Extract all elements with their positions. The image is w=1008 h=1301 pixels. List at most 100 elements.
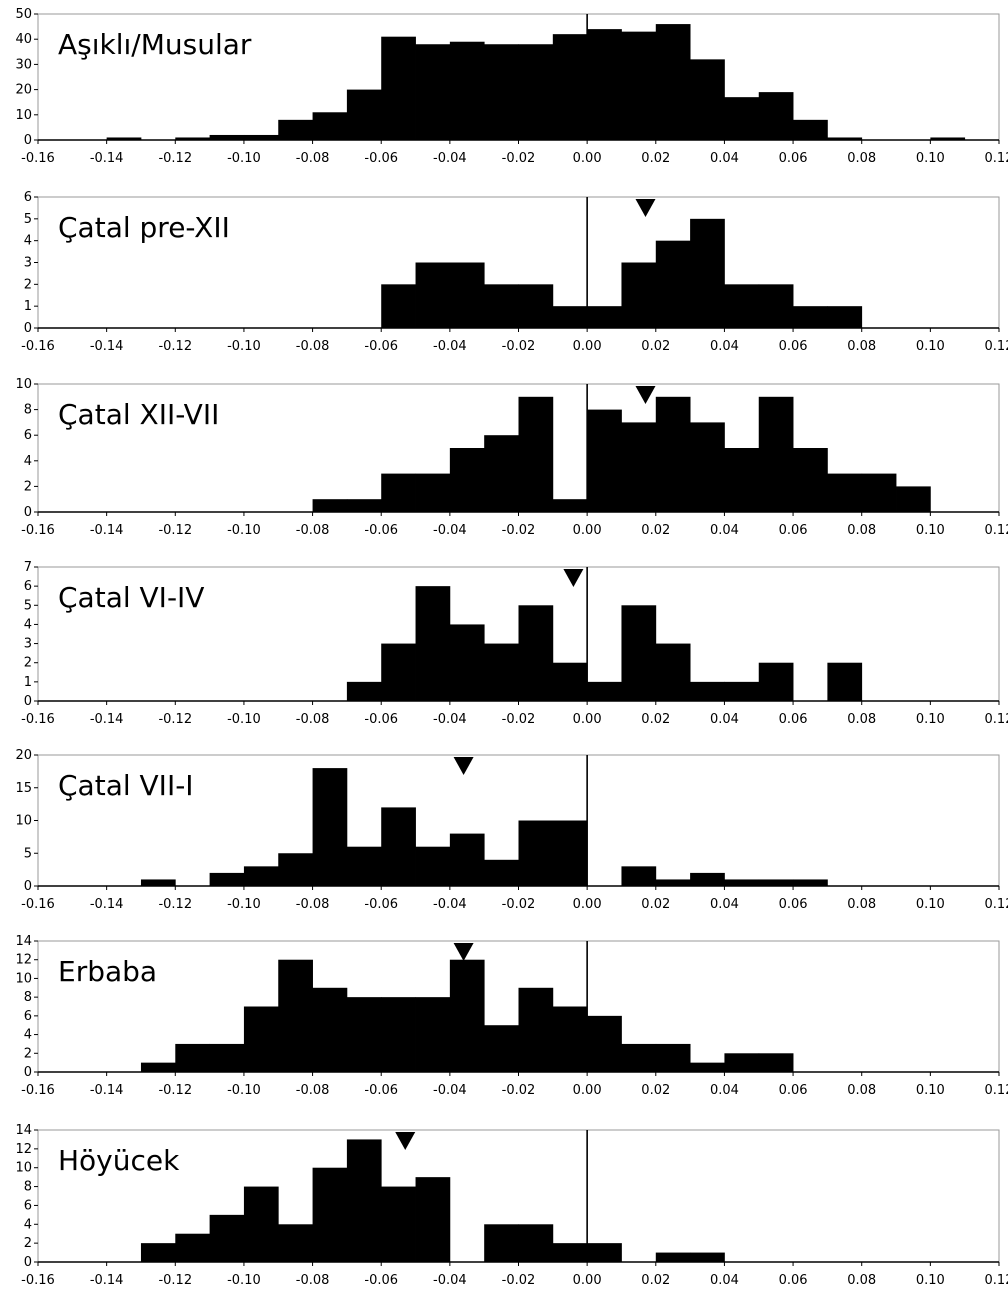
histogram-bar — [312, 987, 348, 1072]
x-tick-label: 0.12 — [985, 1083, 1008, 1098]
x-tick-label: 0.08 — [847, 1083, 876, 1098]
histogram-bar — [449, 262, 485, 328]
x-tick-label: 0.06 — [779, 151, 808, 166]
histogram-bar — [484, 643, 519, 701]
histogram-bar — [896, 486, 931, 512]
y-tick-label: 15 — [15, 781, 32, 796]
histogram-bar — [587, 306, 622, 328]
histogram-bar — [449, 448, 485, 512]
y-tick-label: 20 — [15, 83, 32, 98]
histogram-bar — [518, 820, 554, 886]
histogram-bar — [415, 473, 451, 512]
histogram-bar — [346, 499, 382, 512]
histogram-bar — [724, 97, 760, 140]
histogram-bar — [381, 36, 416, 140]
x-tick-label: 0.02 — [641, 523, 670, 538]
x-tick-label: -0.12 — [158, 151, 192, 166]
x-tick-label: -0.08 — [296, 1273, 330, 1288]
histogram-bar — [209, 1043, 245, 1072]
x-tick-label: -0.04 — [433, 339, 467, 354]
histogram-bar — [724, 681, 760, 701]
histogram-bar — [518, 44, 554, 140]
x-tick-label: -0.06 — [364, 1273, 398, 1288]
histogram-bar — [140, 1062, 176, 1072]
histogram-bar — [861, 473, 897, 512]
histogram-bar — [346, 997, 382, 1072]
histogram-bar — [827, 137, 863, 140]
y-tick-label: 0 — [24, 879, 32, 894]
x-tick-label: 0.04 — [710, 1273, 739, 1288]
x-tick-label: -0.10 — [227, 523, 261, 538]
y-tick-label: 4 — [24, 234, 32, 249]
x-tick-label: 0.06 — [779, 1273, 808, 1288]
x-tick-label: -0.14 — [90, 897, 124, 912]
x-tick-label: -0.16 — [21, 339, 55, 354]
histogram-bar — [690, 218, 725, 328]
histogram-bar — [621, 1043, 657, 1072]
histogram-bar — [621, 422, 657, 512]
x-tick-label: 0.10 — [916, 339, 945, 354]
x-tick-label: 0.12 — [985, 1273, 1008, 1288]
y-tick-label: 8 — [24, 1180, 32, 1195]
histogram-bar — [690, 1252, 725, 1262]
y-tick-label: 4 — [24, 1217, 32, 1232]
y-tick-label: 0 — [24, 321, 32, 336]
x-tick-label: -0.04 — [433, 897, 467, 912]
mean-marker-triangle — [563, 569, 584, 587]
y-tick-label: 1 — [24, 299, 32, 314]
histogram-panel-1: 0 10 20 30 40 50 -0.16 -0.14 -0.12 -0.10 -0.08 -0.0… — [15, 7, 1008, 166]
histogram-bar — [724, 284, 760, 328]
y-tick-label: 5 — [24, 846, 32, 861]
y-tick-label: 10 — [15, 971, 32, 986]
histogram-bar — [552, 306, 588, 328]
y-tick-label: 50 — [15, 7, 32, 22]
histogram-panel-6: 0 2 4 6 8 10 12 14 -0.16 -0.14 -0.12 -0.10 -0.08 -0.0… — [15, 934, 1008, 1098]
histogram-bar — [827, 306, 863, 328]
x-tick-label: 0.00 — [573, 1083, 602, 1098]
histogram-bar — [655, 643, 691, 701]
histogram-bar — [449, 41, 485, 140]
x-tick-label: 0.08 — [847, 339, 876, 354]
y-tick-label: 0 — [24, 1065, 32, 1080]
histogram-bar — [175, 1043, 211, 1072]
histogram-bar — [724, 1053, 760, 1072]
x-tick-label: -0.14 — [90, 339, 124, 354]
histogram-bar — [106, 137, 142, 140]
x-tick-label: 0.02 — [641, 897, 670, 912]
histogram-bar — [415, 1177, 451, 1262]
y-tick-label: 4 — [24, 617, 32, 632]
histogram-bar — [690, 1062, 725, 1072]
panel-title: Çatal XII-VII — [58, 398, 219, 431]
x-tick-label: 0.04 — [710, 897, 739, 912]
histogram-bar — [724, 879, 760, 886]
x-tick-label: 0.06 — [779, 339, 808, 354]
y-tick-label: 30 — [15, 57, 32, 72]
histogram-bar — [690, 872, 725, 886]
histogram-bar — [793, 879, 828, 886]
x-tick-label: -0.02 — [502, 897, 536, 912]
x-tick-label: 0.08 — [847, 151, 876, 166]
histogram-bar — [243, 866, 279, 886]
histogram-bar — [243, 134, 279, 140]
x-tick-label: -0.04 — [433, 1273, 467, 1288]
histogram-bar — [312, 499, 348, 512]
x-tick-label: -0.14 — [90, 1273, 124, 1288]
y-tick-label: 14 — [15, 934, 32, 949]
histogram-bar — [690, 422, 725, 512]
histogram-bar — [209, 1214, 245, 1262]
x-tick-label: -0.14 — [90, 151, 124, 166]
histogram-bar — [552, 820, 588, 886]
x-tick-label: -0.06 — [364, 1083, 398, 1098]
x-tick-label: 0.00 — [573, 523, 602, 538]
x-tick-label: -0.08 — [296, 1083, 330, 1098]
histogram-bar — [140, 1243, 176, 1262]
x-tick-label: 0.10 — [916, 1083, 945, 1098]
histogram-bar — [209, 134, 245, 140]
histogram-bar — [484, 435, 519, 512]
x-tick-label: -0.14 — [90, 712, 124, 727]
x-tick-label: 0.02 — [641, 151, 670, 166]
histogram-bar — [346, 846, 382, 886]
histogram-bar — [346, 89, 382, 140]
